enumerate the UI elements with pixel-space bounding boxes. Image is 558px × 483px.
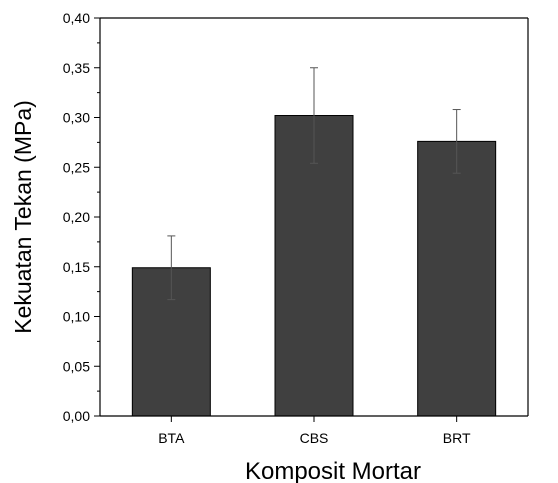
x-tick-label: BRT	[443, 430, 471, 446]
y-tick-label: 0,10	[63, 309, 90, 325]
y-tick-label: 0,35	[63, 60, 90, 76]
x-tick-label: CBS	[300, 430, 329, 446]
bar-cbs	[274, 115, 354, 417]
bar-brt	[417, 140, 497, 417]
y-tick-label: 0,15	[63, 259, 90, 275]
y-tick-label: 0,25	[63, 159, 90, 175]
y-tick-label: 0,20	[63, 209, 90, 225]
x-tick-label: BTA	[158, 430, 185, 446]
y-tick-label: 0,00	[63, 408, 90, 424]
y-tick-label: 0,30	[63, 110, 90, 126]
y-axis-title: Kekuatan Tekan (MPa)	[10, 100, 36, 334]
axes-layer: BTA CBS BRT 0,00 0,05 0,10 0,15 0,20 0,25 0,30 0,3…	[63, 10, 529, 446]
y-tick-label: 0,40	[63, 10, 90, 26]
y-tick-label: 0,05	[63, 358, 90, 374]
error-bars-layer	[167, 67, 461, 301]
x-axis-title: Komposit Mortar	[245, 458, 421, 483]
